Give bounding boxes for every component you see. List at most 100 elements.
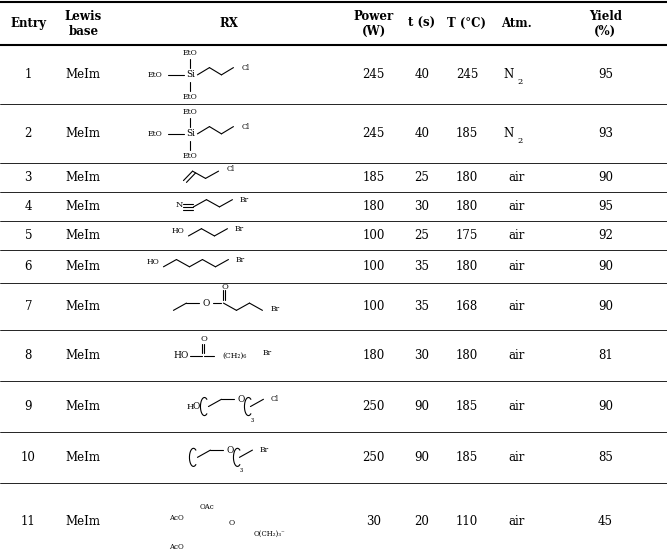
Text: Cl: Cl [227,165,235,173]
Text: O: O [237,395,245,404]
Text: 81: 81 [598,349,613,362]
Text: Power
(W): Power (W) [354,9,394,38]
Text: 180: 180 [456,200,478,214]
Text: 25: 25 [414,229,430,243]
Text: ₃: ₃ [240,466,243,475]
Text: 2: 2 [518,78,523,85]
Text: 5: 5 [25,229,32,243]
Text: 9: 9 [25,400,32,413]
Text: 180: 180 [362,200,385,214]
Text: 4: 4 [25,200,32,214]
Text: 25: 25 [414,171,430,184]
Text: Br: Br [262,349,271,357]
Text: 95: 95 [598,200,613,214]
Text: Cl: Cl [241,123,249,130]
Text: 90: 90 [598,171,613,184]
Text: 90: 90 [414,451,430,464]
Text: 6: 6 [25,260,32,273]
Text: Br: Br [239,196,249,204]
Text: MeIm: MeIm [66,229,101,243]
Text: 1: 1 [25,68,32,82]
Text: 185: 185 [456,127,478,140]
Text: 30: 30 [414,200,430,214]
Text: AcO: AcO [169,514,183,522]
Text: 90: 90 [598,400,613,413]
Text: O: O [203,299,210,307]
Text: air: air [509,300,525,313]
Text: air: air [509,400,525,413]
Text: 175: 175 [456,229,478,243]
Text: air: air [509,260,525,273]
Text: 93: 93 [598,127,613,140]
Text: (CH₂)₆: (CH₂)₆ [223,352,247,360]
Text: N: N [504,68,514,82]
Text: ₃: ₃ [251,416,254,423]
Text: O: O [221,282,228,291]
Text: EtO: EtO [147,71,163,79]
Text: EtO: EtO [183,93,198,100]
Text: Yield
(%): Yield (%) [589,9,622,38]
Text: 250: 250 [362,400,385,413]
Text: OAc: OAc [200,503,215,511]
Text: MeIm: MeIm [66,300,101,313]
Text: 92: 92 [598,229,613,243]
Text: 95: 95 [598,68,613,82]
Text: 185: 185 [456,400,478,413]
Text: MeIm: MeIm [66,451,101,464]
Text: 8: 8 [25,349,32,362]
Text: 40: 40 [414,68,430,82]
Text: air: air [509,349,525,362]
Text: 185: 185 [362,171,385,184]
Text: air: air [509,200,525,214]
Text: Si: Si [186,70,195,79]
Text: HO: HO [147,258,159,266]
Text: 2: 2 [25,127,32,140]
Text: 110: 110 [456,515,478,528]
Text: MeIm: MeIm [66,68,101,82]
Text: EtO: EtO [147,130,163,138]
Text: 180: 180 [456,349,478,362]
Text: Br: Br [270,305,279,312]
Text: 85: 85 [598,451,613,464]
Text: RX: RX [219,17,238,30]
Text: 90: 90 [598,300,613,313]
Text: 11: 11 [21,515,36,528]
Text: N: N [175,201,183,209]
Text: 90: 90 [598,260,613,273]
Text: Si: Si [186,129,195,138]
Text: AcO: AcO [169,543,183,551]
Text: air: air [509,515,525,528]
Text: 180: 180 [456,260,478,273]
Text: O: O [227,446,234,455]
Text: air: air [509,451,525,464]
Text: 35: 35 [414,260,430,273]
Text: O: O [181,351,188,360]
Text: 35: 35 [414,300,430,313]
Text: MeIm: MeIm [66,260,101,273]
Text: H: H [173,351,181,360]
Text: Atm.: Atm. [502,17,532,30]
Text: 3: 3 [25,171,32,184]
Text: MeIm: MeIm [66,400,101,413]
Text: 20: 20 [414,515,430,528]
Text: N: N [504,127,514,140]
Text: 2: 2 [518,137,523,144]
Text: Br: Br [259,446,269,454]
Text: EtO: EtO [183,108,198,116]
Text: MeIm: MeIm [66,515,101,528]
Text: HO: HO [171,228,185,235]
Text: 30: 30 [366,515,381,528]
Text: MeIm: MeIm [66,171,101,184]
Text: Lewis
base: Lewis base [65,9,102,38]
Text: 100: 100 [362,229,385,243]
Text: 10: 10 [21,451,36,464]
Text: 245: 245 [456,68,478,82]
Text: 100: 100 [362,260,385,273]
Text: 45: 45 [598,515,613,528]
Text: 30: 30 [414,349,430,362]
Text: 180: 180 [362,349,385,362]
Text: Br: Br [235,255,245,264]
Text: T (°C): T (°C) [448,17,486,30]
Text: 40: 40 [414,127,430,140]
Text: Entry: Entry [11,17,46,30]
